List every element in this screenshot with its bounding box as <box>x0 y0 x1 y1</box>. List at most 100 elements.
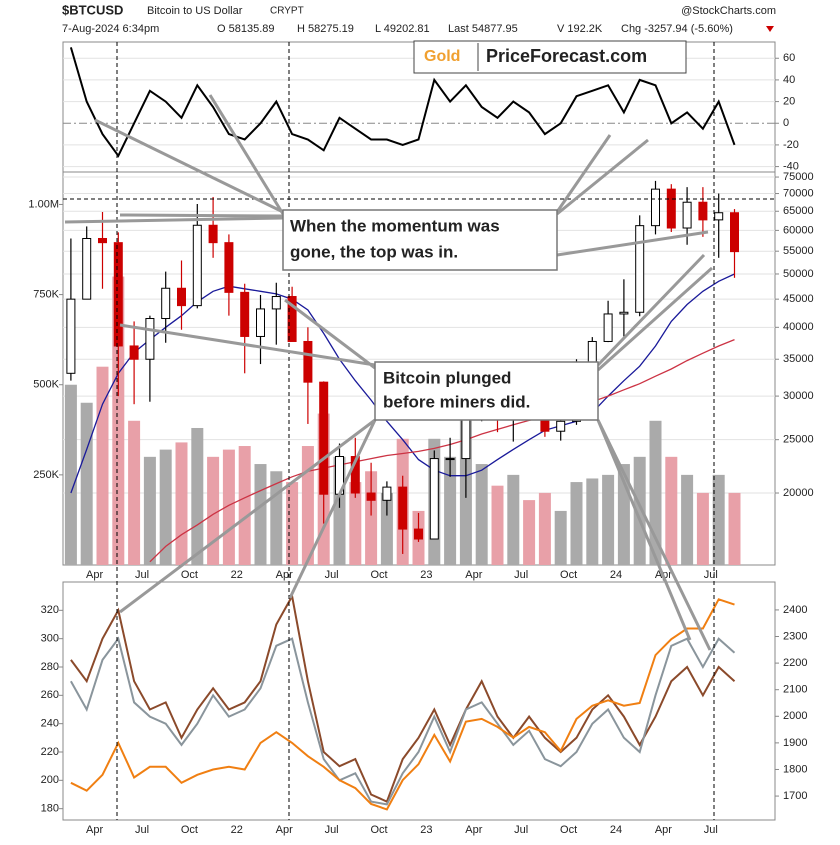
tick-label: 1800 <box>783 763 807 775</box>
x-tick-label: Oct <box>370 569 387 581</box>
tick-label: 60 <box>783 52 795 64</box>
volume-bar <box>96 366 109 565</box>
tick-label: 250K <box>33 469 59 481</box>
candle-body <box>682 201 692 229</box>
tick-label: 0 <box>783 117 789 129</box>
volume-bar <box>112 276 125 565</box>
candle-body <box>666 188 676 229</box>
tick-label: 2300 <box>783 630 807 642</box>
volume-bar <box>491 485 504 565</box>
volume-bar <box>586 478 599 565</box>
logo-right: PriceForecast.com <box>486 46 647 66</box>
x-tick-label: Apr <box>655 824 672 836</box>
tick-label: 260 <box>41 689 59 701</box>
x-tick-label: Apr <box>276 569 293 581</box>
x-tick-label: Oct <box>181 824 198 836</box>
volume: V 192.2K <box>557 23 603 35</box>
candle-body <box>303 340 313 383</box>
volume-bar <box>681 474 694 565</box>
instrument-name: Bitcoin to US Dollar <box>147 5 243 17</box>
down-arrow <box>766 26 774 32</box>
tick-label: 1700 <box>783 790 807 802</box>
tick-label: 45000 <box>783 293 814 305</box>
tick-label: 40000 <box>783 321 814 333</box>
tick-label: 2100 <box>783 684 807 696</box>
candle-body <box>82 237 92 300</box>
candle-body <box>161 287 171 320</box>
tick-label: 50000 <box>783 268 814 280</box>
volume-bar <box>80 402 93 565</box>
data-line <box>70 598 735 811</box>
volume-bar <box>507 474 520 565</box>
tick-label: 220 <box>41 746 59 758</box>
candle-body <box>587 340 597 363</box>
tick-label: -20 <box>783 139 799 151</box>
candle-body <box>224 242 234 293</box>
volume-bar <box>380 492 393 565</box>
volume-bar <box>301 446 314 565</box>
volume-bar <box>633 456 646 565</box>
tick-label: 500K <box>33 379 59 391</box>
candle-body <box>208 224 218 244</box>
tick-label: 20000 <box>783 487 814 499</box>
volume-bar <box>523 500 536 565</box>
candle-body <box>319 381 329 495</box>
tick-label: 40 <box>783 74 795 86</box>
volume-bar <box>444 456 457 565</box>
candle-body <box>129 345 139 360</box>
x-tick-label: Jul <box>704 569 718 581</box>
x-tick-label: Jul <box>704 824 718 836</box>
volume-bar <box>712 474 725 565</box>
x-tick-label: 24 <box>610 569 622 581</box>
volume-bar <box>207 456 220 565</box>
candle-body <box>635 225 645 313</box>
x-tick-label: Jul <box>325 824 339 836</box>
x-tick-label: Apr <box>86 824 103 836</box>
volume-bar <box>286 482 299 565</box>
data-line <box>70 593 736 803</box>
candle-body <box>445 458 455 461</box>
candle-body <box>177 287 186 307</box>
candle-body <box>619 311 629 315</box>
x-tick-label: Apr <box>465 569 482 581</box>
date: 7-Aug-2024 6:34pm <box>62 23 159 35</box>
x-tick-label: Apr <box>86 569 103 581</box>
tick-label: 20 <box>783 95 795 107</box>
x-tick-label: Oct <box>370 824 387 836</box>
tick-label: 25000 <box>783 434 814 446</box>
tick-label: 55000 <box>783 245 814 257</box>
tick-label: 1900 <box>783 737 807 749</box>
candle-body <box>256 308 265 337</box>
x-tick-label: 23 <box>420 569 432 581</box>
tick-label: 30000 <box>783 390 814 402</box>
logo-box <box>413 40 687 74</box>
candle-body <box>698 201 708 221</box>
candle-body <box>651 188 660 227</box>
last: Last 54877.95 <box>448 23 518 35</box>
x-tick-label: 24 <box>610 824 622 836</box>
ratio-frame <box>62 581 776 821</box>
candle-body <box>192 224 202 307</box>
annotation: gone, the top was in. <box>290 242 458 261</box>
exchange: CRYPT <box>270 6 304 17</box>
volume-bar <box>728 492 741 565</box>
volume-bar <box>175 442 188 565</box>
volume-bar <box>191 427 204 565</box>
change: Chg -3257.94 (-5.60%) <box>621 23 733 35</box>
volume-bar <box>554 510 567 565</box>
moving-average <box>149 338 735 563</box>
volume-bar <box>538 492 551 565</box>
tick-label: 300 <box>41 633 59 645</box>
x-tick-label: Jul <box>325 569 339 581</box>
candle-body <box>382 486 392 501</box>
annotation: before miners did. <box>383 392 530 411</box>
volume-bar <box>238 446 251 565</box>
candle-body <box>429 458 439 540</box>
candle-body <box>350 456 360 494</box>
volume-bar <box>349 482 362 565</box>
candle-body <box>145 318 155 360</box>
candle-body <box>398 486 408 530</box>
volume-bar <box>665 456 678 565</box>
